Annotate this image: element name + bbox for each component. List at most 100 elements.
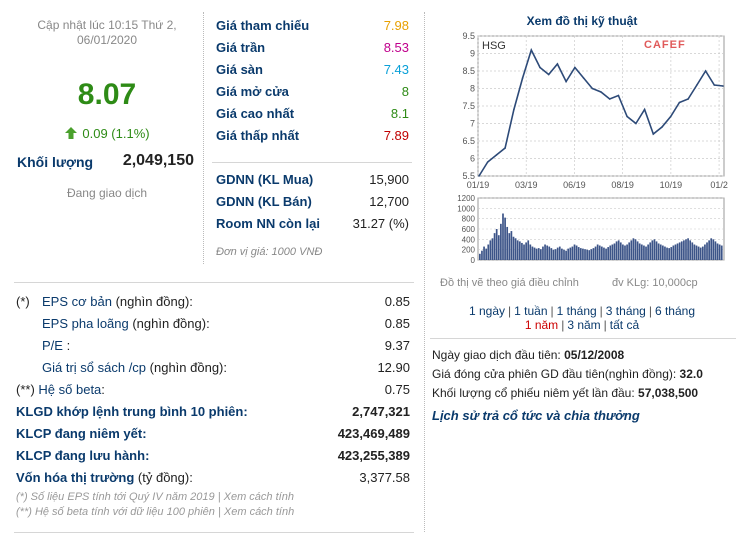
volume-bar	[626, 244, 628, 260]
avg-volume-suffix: :	[243, 404, 248, 419]
volume-bar	[493, 233, 496, 260]
price-point	[669, 115, 672, 118]
fund-row-pe: P/E : 9.37	[16, 336, 410, 356]
volume-bar	[573, 244, 576, 260]
price-point	[521, 77, 524, 79]
price-point	[539, 66, 541, 69]
volume-bar	[523, 244, 525, 260]
volume-bar	[718, 244, 721, 260]
period-3m[interactable]: 3 tháng	[605, 304, 646, 318]
price-point	[495, 154, 498, 156]
fund-label-wrap: EPS pha loãng (nghìn đồng):	[42, 314, 210, 334]
price-point	[687, 98, 689, 100]
fund-label-wrap: EPS cơ bản (nghìn đồng):	[42, 292, 193, 312]
volume-bar	[624, 245, 626, 260]
volume-bar	[582, 248, 584, 260]
dividend-history-link[interactable]: Lịch sử trả cổ tức và chia thưởng	[432, 408, 640, 423]
bookvalue-value: 12.90	[377, 360, 410, 375]
volume-bar	[676, 243, 679, 260]
fund-label-wrap: Vốn hóa thị trường (tỷ đồng):	[16, 468, 193, 488]
avg-volume-label: KLGD khớp lệnh trung bình 10 phiên	[16, 404, 244, 419]
volume-bar	[584, 249, 586, 260]
fund-label-wrap: (**) Hệ số beta:	[16, 380, 105, 400]
volume-bar	[527, 240, 530, 260]
pe-label: P/E	[42, 338, 63, 353]
price-point	[678, 101, 681, 104]
foreign-label: GDNN (KL Mua)	[216, 172, 314, 187]
marketcap-suffix: (tỷ đồng):	[134, 470, 193, 485]
price-y-tick: 8.5	[462, 66, 475, 76]
beta-prefix: (**)	[16, 382, 35, 397]
quote-row-ceiling: Giá trần 8.53	[216, 38, 409, 58]
volume-bar	[554, 249, 557, 260]
divider-left-mid	[14, 282, 414, 283]
volume-bar	[577, 247, 580, 260]
volume-bar	[704, 244, 706, 260]
volume-bar	[628, 242, 631, 260]
foreign-value-sell: 12,700	[369, 194, 409, 209]
eps-diluted-value: 0.85	[384, 316, 410, 331]
period-1w[interactable]: 1 tuần	[514, 304, 548, 318]
fund-label-wrap: KLCP đang lưu hành:	[16, 446, 149, 466]
volume-bar	[514, 238, 517, 260]
quote-label: Giá mở cửa	[216, 84, 289, 99]
volume-bar	[680, 241, 683, 260]
fund-row-avg-volume: KLGD khớp lệnh trung bình 10 phiên: 2,74…	[16, 402, 410, 422]
chart-title-link[interactable]: Xem đồ thị kỹ thuật	[526, 14, 638, 28]
price-x-tick: 06/19	[563, 180, 586, 190]
period-6m[interactable]: 6 tháng	[654, 304, 696, 318]
volume-bar	[695, 245, 698, 260]
volume-bar	[699, 247, 702, 260]
price-point	[722, 85, 724, 87]
trading-status: Đang giao dịch	[66, 186, 148, 200]
listing-first-volume: Khối lượng cổ phiếu niêm yết lần đầu: 57…	[432, 384, 703, 403]
footnote-beta-link[interactable]: Xem cách tính	[223, 506, 295, 518]
listing-value: 05/12/2008	[564, 348, 625, 362]
period-1d[interactable]: 1 ngày	[468, 304, 505, 318]
volume-bar	[535, 248, 538, 260]
divider-left-bottom	[14, 532, 414, 533]
volume-bar	[550, 248, 553, 260]
period-1y[interactable]: 1 năm	[524, 318, 559, 332]
volume-bar	[605, 248, 607, 260]
price-point	[652, 133, 655, 135]
volume-bar	[685, 239, 687, 260]
quote-label: Giá thấp nhất	[216, 128, 300, 143]
volume-bar	[479, 253, 481, 260]
eps-diluted-label: EPS pha loãng	[42, 316, 129, 331]
current-price: 8.07	[77, 78, 137, 111]
quote-value-ceiling: 8.53	[383, 40, 409, 55]
price-x-tick: 03/19	[515, 180, 538, 190]
footnote-beta: (**) Hệ số beta tính với dữ liệu 100 phi…	[16, 506, 294, 518]
outstanding-value: 423,255,389	[337, 448, 410, 463]
volume-bar	[542, 246, 544, 260]
volume-bar	[546, 245, 549, 260]
listing-first-close: Giá đóng cửa phiên GD đầu tiên(nghìn đồn…	[432, 365, 703, 384]
volume-bar	[638, 243, 641, 260]
price-chart[interactable]: 5.5 6 6.5 7 7.5 8 8.5 9 9.5 01/19 03/19 06/19 08/19 1…	[432, 30, 732, 192]
volume-bar	[508, 233, 511, 260]
price-point	[582, 77, 585, 79]
period-3y[interactable]: 3 năm	[567, 318, 601, 332]
foreign-label: Room NN còn lại	[216, 216, 321, 231]
volume-bar	[672, 245, 675, 260]
period-all[interactable]: tất cả	[609, 318, 640, 332]
price-point	[661, 126, 663, 128]
price-y-tick: 7.5	[462, 101, 475, 111]
volume-bar	[670, 247, 673, 260]
volume-bar	[607, 247, 610, 260]
period-1m[interactable]: 1 tháng	[556, 304, 597, 318]
volume-bar	[500, 223, 502, 260]
volume-bar	[481, 250, 483, 260]
footnote-eps-link[interactable]: Xem cách tính	[223, 491, 294, 503]
volume-bar	[588, 250, 591, 260]
volume-bar	[712, 239, 715, 260]
foreign-value-buy: 15,900	[369, 172, 409, 187]
volume-bar	[567, 248, 570, 260]
price-x-tick: 01/19	[467, 180, 490, 190]
volume-bar	[544, 244, 546, 260]
volume-bar	[647, 244, 649, 260]
foreign-row-buy: GDNN (KL Mua) 15,900	[216, 170, 409, 190]
unit-note: Đơn vị giá: 1000 VNĐ	[216, 246, 323, 258]
volume-bar	[659, 244, 662, 260]
